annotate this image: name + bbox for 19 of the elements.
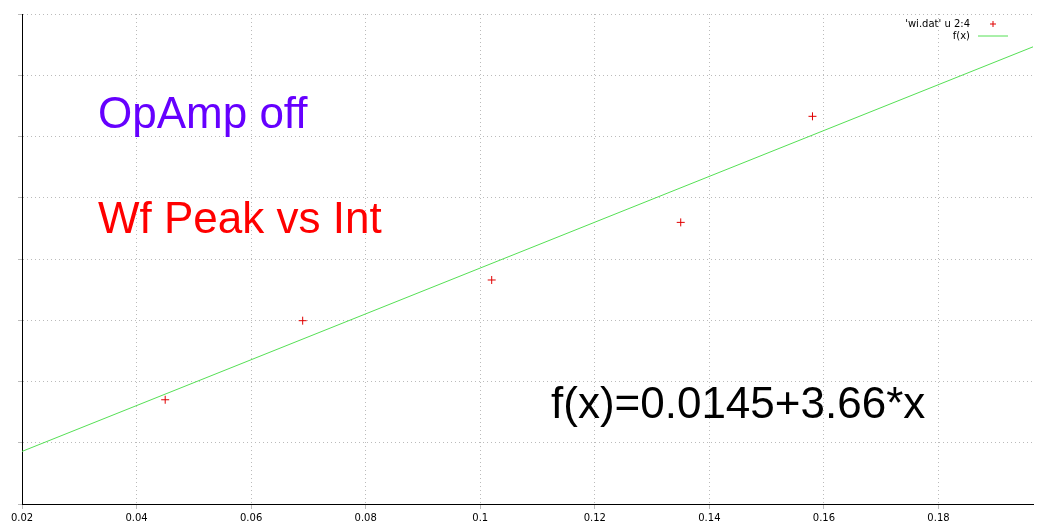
annotation: Wf Peak vs Int — [98, 193, 382, 242]
x-tick-label: 0.02 — [10, 511, 34, 523]
point — [298, 316, 308, 326]
annotation: OpAmp off — [98, 88, 309, 137]
x-tick-label: 0.14 — [698, 511, 721, 523]
point — [807, 111, 817, 121]
x-tick-label: 0.12 — [583, 511, 606, 523]
x-tick-label: 0.1 — [472, 511, 489, 523]
legend-label: f(x) — [952, 29, 971, 41]
legend-label: 'wi.dat' u 2:4 — [905, 17, 970, 29]
point — [676, 217, 686, 227]
x-tick-label: 0.08 — [354, 511, 377, 523]
x-tick-label: 0.18 — [927, 511, 950, 523]
point — [487, 275, 497, 285]
x-tick-label: 0.04 — [125, 511, 148, 523]
annotation: f(x)=0.0145+3.66*x — [551, 378, 926, 427]
x-tick-label: 0.16 — [812, 511, 836, 523]
point — [160, 395, 170, 405]
x-tick-label: 0.06 — [239, 511, 263, 523]
